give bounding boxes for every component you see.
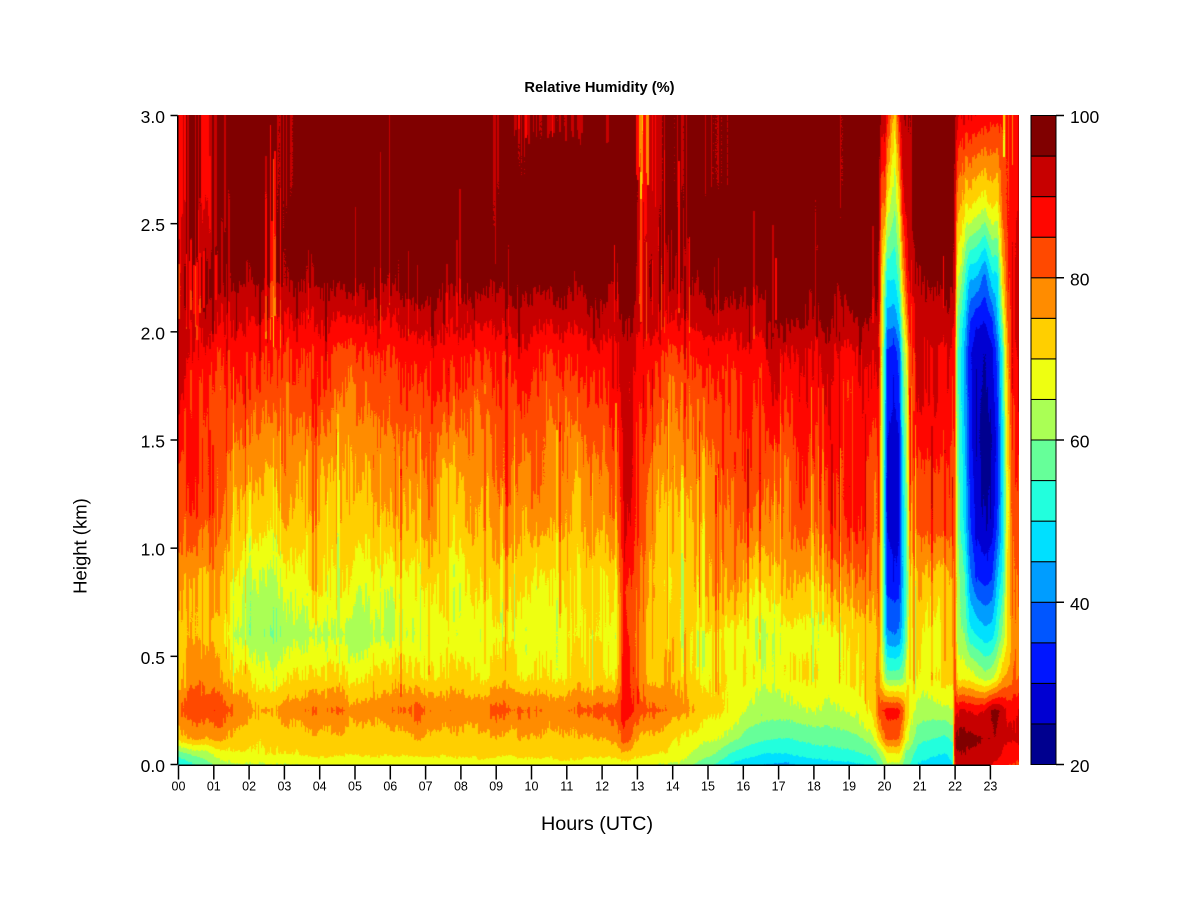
svg-text:1.5: 1.5 [141, 431, 165, 451]
svg-text:07: 07 [419, 780, 433, 794]
svg-text:16: 16 [736, 780, 750, 794]
svg-text:2.0: 2.0 [141, 323, 166, 343]
svg-text:05: 05 [348, 780, 362, 794]
svg-text:22: 22 [948, 780, 962, 794]
svg-text:21: 21 [913, 780, 927, 794]
svg-text:19: 19 [842, 780, 856, 794]
svg-text:17: 17 [772, 780, 786, 794]
svg-text:06: 06 [383, 780, 397, 794]
svg-text:09: 09 [489, 780, 503, 794]
svg-text:2.5: 2.5 [141, 215, 165, 235]
svg-text:80: 80 [1070, 269, 1090, 289]
svg-text:03: 03 [277, 780, 291, 794]
svg-text:0.0: 0.0 [141, 756, 166, 776]
svg-text:01: 01 [207, 780, 221, 794]
svg-text:1.0: 1.0 [141, 540, 166, 560]
svg-text:23: 23 [983, 780, 997, 794]
svg-text:14: 14 [666, 780, 680, 794]
svg-text:15: 15 [701, 780, 715, 794]
svg-text:18: 18 [807, 780, 821, 794]
svg-text:Height (km): Height (km) [70, 498, 91, 594]
svg-text:13: 13 [630, 780, 644, 794]
svg-text:02: 02 [242, 780, 256, 794]
svg-text:3.0: 3.0 [141, 107, 166, 127]
svg-text:100: 100 [1070, 107, 1099, 127]
svg-text:20: 20 [878, 780, 892, 794]
svg-text:04: 04 [313, 780, 327, 794]
svg-text:60: 60 [1070, 432, 1090, 452]
svg-text:00: 00 [172, 780, 186, 794]
svg-text:08: 08 [454, 780, 468, 794]
svg-text:40: 40 [1070, 594, 1090, 614]
svg-text:12: 12 [595, 780, 609, 794]
svg-text:11: 11 [560, 780, 573, 794]
svg-text:20: 20 [1070, 756, 1090, 776]
svg-text:Hours (UTC): Hours (UTC) [541, 813, 653, 835]
svg-text:Relative Humidity (%): Relative Humidity (%) [524, 80, 674, 96]
svg-text:0.5: 0.5 [141, 648, 165, 668]
svg-text:10: 10 [525, 780, 539, 794]
